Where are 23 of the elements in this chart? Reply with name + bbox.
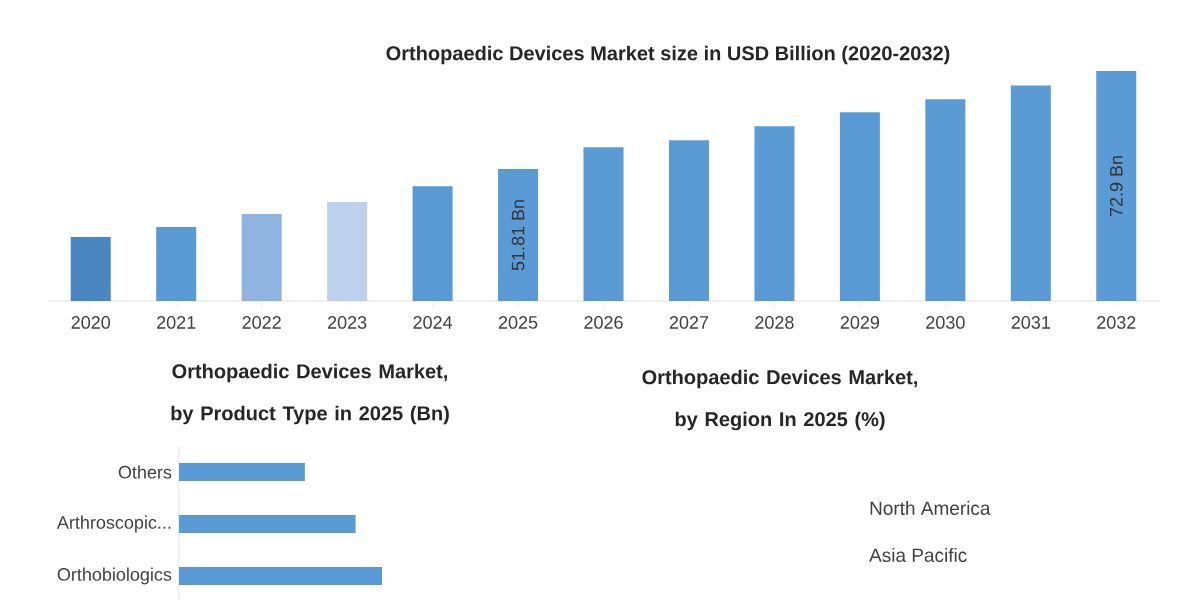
data-label: 72.9 Bn (1109, 156, 1123, 217)
chart-title: Orthopaedic Devices Market, by Product Type in 2025 (Bn) (171, 363, 449, 425)
x-tick-label: 2031 (1011, 316, 1050, 329)
chart-title: Orthopaedic Devices Market size in USD Billion (2020-2032) (386, 45, 950, 65)
text: North America (870, 501, 991, 515)
text: Asia Pacific (869, 548, 967, 562)
y-tick-label: Arthroscopic... (56, 515, 171, 533)
text: Orthopaedic Devices Market, by Region In 2025 (%) (642, 369, 918, 431)
x-tick-label: 2028 (755, 316, 794, 329)
x-tick-label: 2027 (669, 316, 709, 329)
x-tick-label: 2029 (840, 316, 880, 329)
x-tick-label: 2023 (328, 316, 367, 329)
x-tick-label: 2020 (71, 316, 111, 329)
x-tick-label: 2022 (242, 316, 281, 329)
data-label: 51.81 Bn (511, 200, 525, 271)
y-tick-label: Orthobiologics (57, 567, 172, 585)
x-tick-label: 2025 (498, 316, 538, 329)
x-tick-label: 2030 (926, 316, 965, 329)
y-tick-label: Others (118, 465, 172, 479)
x-tick-label: 2026 (584, 316, 623, 329)
x-tick-label: 2024 (413, 316, 453, 329)
x-tick-label: 2021 (157, 316, 196, 329)
x-tick-label: 2032 (1097, 316, 1136, 329)
